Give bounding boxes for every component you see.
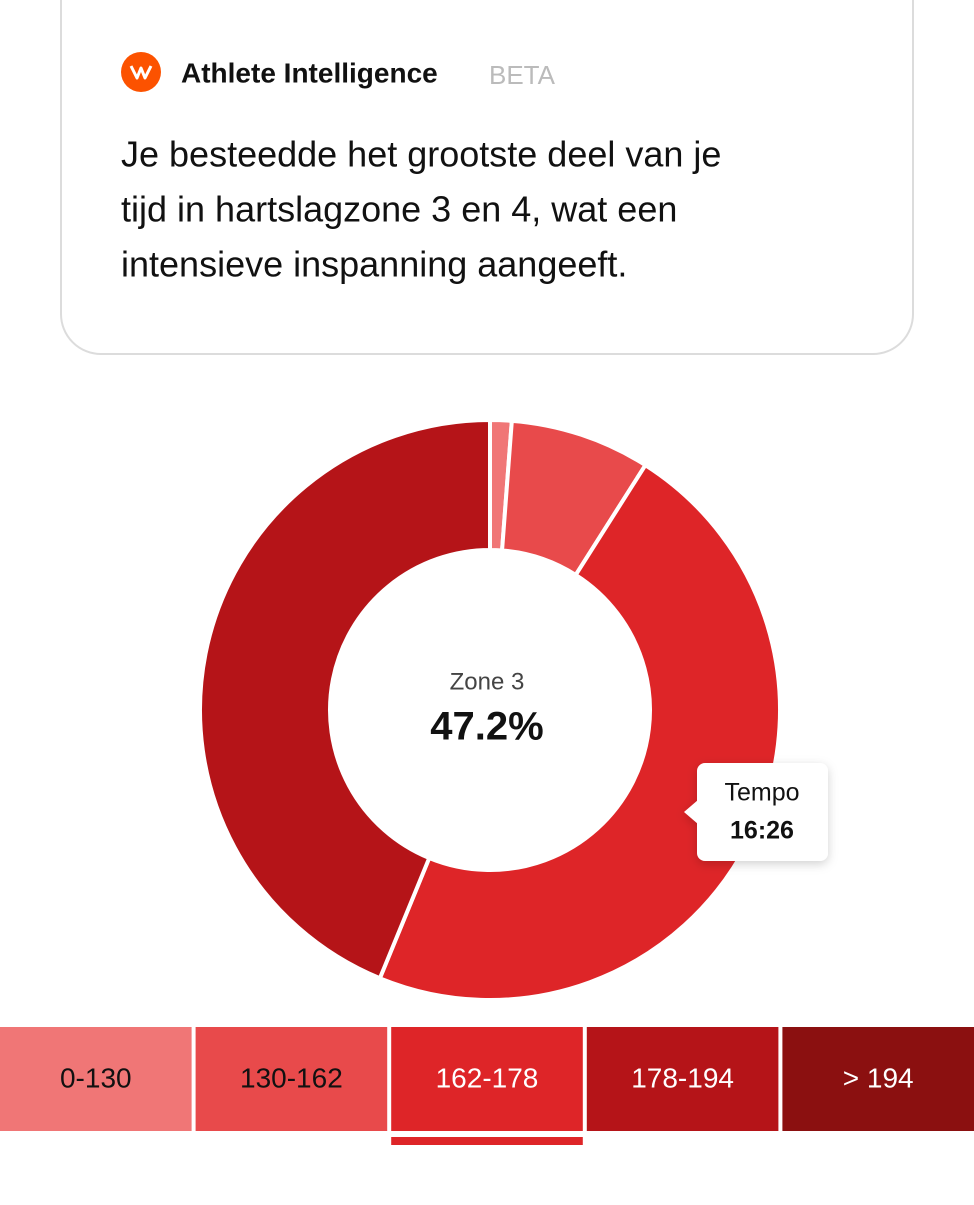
- zone-button[interactable]: [0, 1027, 192, 1131]
- card-text: tijd in hartslagzone 3 en 4, wat een: [121, 189, 677, 230]
- zone-label: 0-130: [60, 1062, 132, 1093]
- selected-indicator: [391, 1137, 583, 1145]
- card-text: intensieve inspanning aangeeft.: [121, 244, 627, 285]
- card-title: Athlete Intelligence: [181, 57, 438, 88]
- card-text: Je besteedde het grootste deel van je: [121, 134, 721, 175]
- donut-segment: [377, 462, 782, 1002]
- center-value: 47.2%: [430, 705, 543, 749]
- tooltip-value: 16:26: [730, 817, 794, 845]
- zone-button[interactable]: [195, 1027, 388, 1131]
- zone-label: 162-178: [436, 1062, 539, 1093]
- zone-label: > 194: [843, 1062, 914, 1093]
- donut-segment: [198, 417, 492, 981]
- zone-button[interactable]: [391, 1027, 583, 1131]
- zone-button[interactable]: [782, 1027, 974, 1131]
- zone-button[interactable]: [586, 1027, 779, 1131]
- zone-legend: 0-130 130-162 162-178 178-194 > 194: [0, 1027, 974, 1145]
- zone-label: 130-162: [240, 1062, 343, 1093]
- insight-card: [60, 0, 914, 355]
- zone-label: 178-194: [631, 1062, 734, 1093]
- tooltip: [684, 763, 828, 861]
- tooltip-title: Tempo: [724, 779, 799, 807]
- center-title: Zone 3: [450, 668, 525, 695]
- tooltip-pointer: [684, 800, 698, 824]
- donut-chart: [198, 417, 782, 1002]
- beta-badge: BETA: [489, 60, 556, 90]
- logo-mark: [129, 65, 153, 80]
- tooltip-box: [697, 763, 828, 861]
